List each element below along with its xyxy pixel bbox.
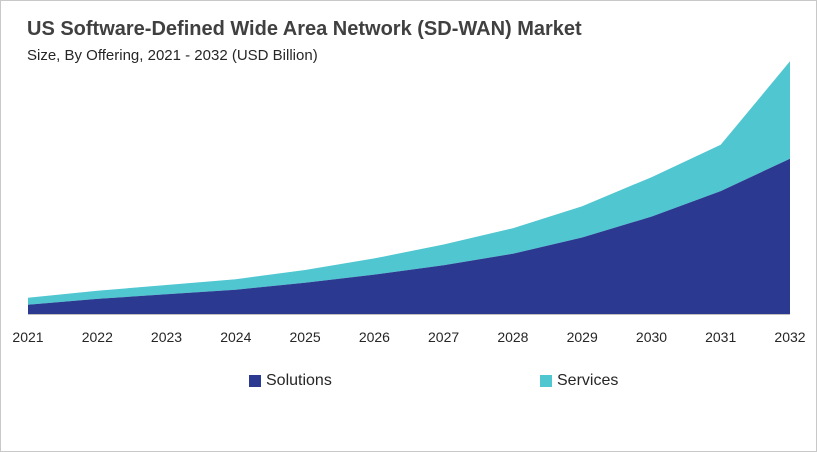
x-tick-label: 2025 xyxy=(290,329,321,345)
x-tick-label: 2023 xyxy=(151,329,182,345)
legend-item-services: Services xyxy=(540,372,618,390)
chart-subtitle: Size, By Offering, 2021 - 2032 (USD Bill… xyxy=(27,47,318,64)
legend-label-services: Services xyxy=(557,372,619,389)
chart-title: US Software-Defined Wide Area Network (S… xyxy=(27,18,582,40)
x-tick-label: 2028 xyxy=(497,329,528,345)
series-area-solutions xyxy=(28,158,790,314)
legend-swatch-solutions xyxy=(249,375,261,387)
x-tick-label: 2029 xyxy=(567,329,598,345)
legend-swatch-services xyxy=(540,375,552,387)
legend-item-solutions: Solutions xyxy=(249,372,332,390)
x-tick-label: 2031 xyxy=(705,329,736,345)
x-tick-label: 2026 xyxy=(359,329,390,345)
x-tick-label: 2032 xyxy=(774,329,805,345)
x-tick-label: 2030 xyxy=(636,329,667,345)
x-tick-label: 2021 xyxy=(12,329,43,345)
x-tick-label: 2022 xyxy=(82,329,113,345)
series-area-services xyxy=(28,61,790,305)
x-tick-label: 2027 xyxy=(428,329,459,345)
x-tick-label: 2024 xyxy=(220,329,251,345)
legend-label-solutions: Solutions xyxy=(266,372,332,389)
